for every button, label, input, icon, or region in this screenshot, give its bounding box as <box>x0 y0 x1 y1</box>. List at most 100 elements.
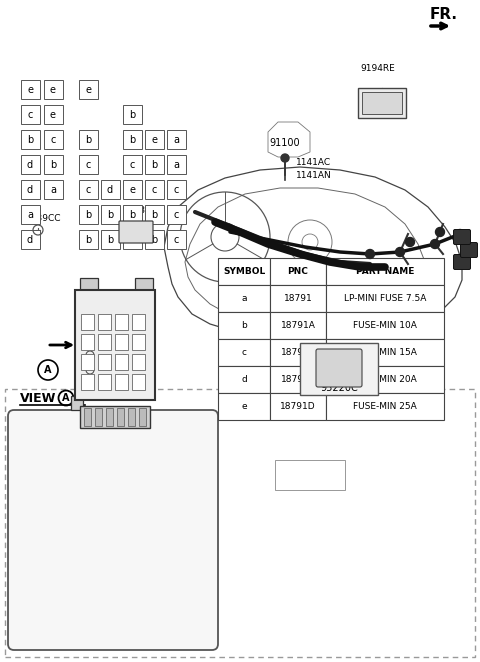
Text: e: e <box>129 185 135 195</box>
Bar <box>21 155 40 174</box>
Bar <box>81 354 94 370</box>
Text: e: e <box>50 110 56 120</box>
Bar <box>84 408 91 426</box>
Bar <box>358 88 406 118</box>
Circle shape <box>281 154 289 162</box>
Text: b: b <box>129 210 135 220</box>
Bar <box>79 205 98 224</box>
Circle shape <box>456 230 465 238</box>
Text: a: a <box>173 160 179 170</box>
Bar <box>218 366 270 393</box>
Text: b: b <box>107 235 113 245</box>
Bar <box>218 285 270 312</box>
Text: b: b <box>27 135 33 145</box>
Bar <box>21 130 40 149</box>
Bar <box>79 130 98 149</box>
FancyBboxPatch shape <box>454 254 470 269</box>
Bar <box>270 258 326 285</box>
FancyBboxPatch shape <box>8 410 218 650</box>
Bar <box>362 92 402 114</box>
Text: b: b <box>85 235 91 245</box>
Text: b: b <box>129 235 135 245</box>
Bar <box>101 205 120 224</box>
Bar <box>167 130 186 149</box>
Text: c: c <box>173 185 179 195</box>
Bar <box>326 339 444 366</box>
Text: LP-MINI FUSE 7.5A: LP-MINI FUSE 7.5A <box>344 294 426 303</box>
Text: FUSE-MIN 15A: FUSE-MIN 15A <box>353 348 417 357</box>
Text: 18791B: 18791B <box>281 348 315 357</box>
Text: c: c <box>173 210 179 220</box>
Text: b: b <box>151 235 157 245</box>
Text: SYMBOL: SYMBOL <box>223 267 265 276</box>
Bar <box>218 339 270 366</box>
Bar <box>21 105 40 124</box>
Text: 18791: 18791 <box>284 294 312 303</box>
FancyBboxPatch shape <box>119 221 153 243</box>
Text: b: b <box>151 210 157 220</box>
Text: e: e <box>85 85 91 95</box>
Text: a: a <box>241 294 247 303</box>
Bar <box>270 285 326 312</box>
Bar <box>21 180 40 199</box>
Bar <box>79 230 98 249</box>
Text: c: c <box>151 185 156 195</box>
Bar <box>218 312 270 339</box>
Text: 18791A: 18791A <box>281 321 315 330</box>
Text: 18791C: 18791C <box>280 375 315 384</box>
Text: d: d <box>107 185 113 195</box>
Text: b: b <box>129 110 135 120</box>
Bar <box>123 180 142 199</box>
Text: b: b <box>85 210 91 220</box>
FancyBboxPatch shape <box>316 349 362 387</box>
Bar <box>218 258 270 285</box>
Bar <box>75 290 155 400</box>
Bar <box>132 314 145 330</box>
Text: FUSE-MIN 10A: FUSE-MIN 10A <box>353 321 417 330</box>
Bar <box>218 393 270 420</box>
Bar <box>44 155 63 174</box>
Text: b: b <box>129 135 135 145</box>
Bar <box>81 314 94 330</box>
Text: b: b <box>50 160 56 170</box>
Circle shape <box>365 250 374 258</box>
Bar <box>270 339 326 366</box>
Bar <box>44 180 63 199</box>
Bar <box>44 130 63 149</box>
Bar <box>167 205 186 224</box>
Text: A: A <box>44 365 52 375</box>
Bar <box>326 393 444 420</box>
Bar <box>21 230 40 249</box>
Bar <box>44 105 63 124</box>
Bar <box>79 155 98 174</box>
Text: FUSE-MIN 20A: FUSE-MIN 20A <box>353 375 417 384</box>
Text: FR.: FR. <box>430 7 458 21</box>
Text: c: c <box>241 348 247 357</box>
Bar <box>167 230 186 249</box>
Circle shape <box>396 248 405 256</box>
Circle shape <box>431 240 440 248</box>
Bar <box>326 312 444 339</box>
Bar <box>98 334 111 350</box>
Circle shape <box>435 228 444 236</box>
Text: A: A <box>62 393 70 403</box>
Text: b: b <box>151 160 157 170</box>
Bar <box>270 366 326 393</box>
Text: d: d <box>27 185 33 195</box>
Bar <box>95 408 102 426</box>
FancyBboxPatch shape <box>460 242 478 258</box>
Bar <box>117 408 124 426</box>
Text: VIEW: VIEW <box>20 391 56 404</box>
Text: e: e <box>50 85 56 95</box>
Text: c: c <box>173 235 179 245</box>
Bar <box>145 230 164 249</box>
Text: a: a <box>50 185 56 195</box>
Text: d: d <box>27 160 33 170</box>
Bar <box>326 258 444 285</box>
Bar <box>132 374 145 390</box>
Text: d: d <box>27 235 33 245</box>
Text: c: c <box>50 135 56 145</box>
Text: PNC: PNC <box>288 267 309 276</box>
Bar <box>145 130 164 149</box>
Bar <box>81 334 94 350</box>
